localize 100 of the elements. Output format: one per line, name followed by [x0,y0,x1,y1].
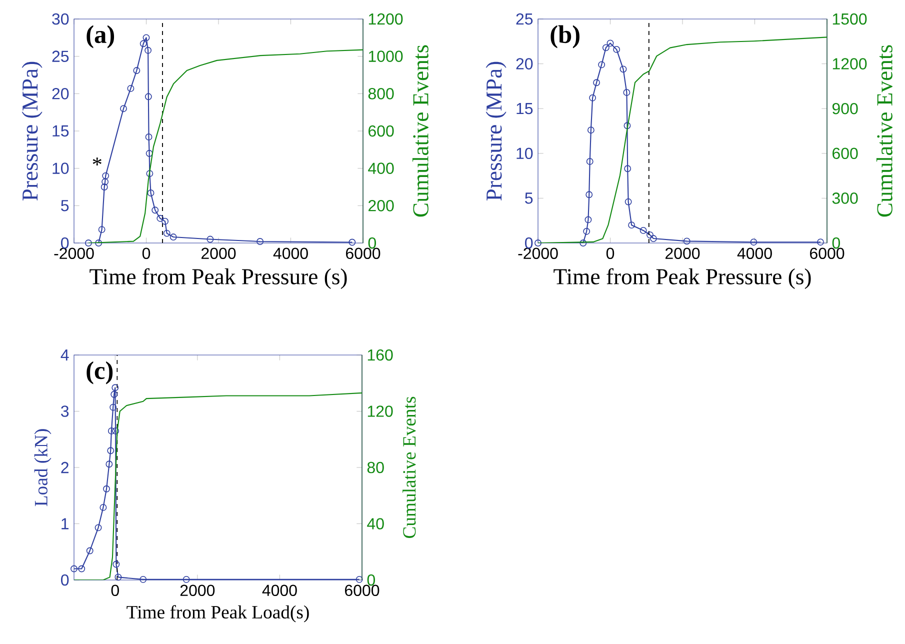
point [95,240,102,246]
point [147,190,154,196]
x-tick-label: -2000 [518,248,558,260]
x-tick-label: 0 [111,584,119,596]
point [84,240,92,246]
x-tick-label: 6000 [345,584,380,596]
y2-tick-label: 40 [367,518,384,530]
y-axis-title: Pressure (MPa) [22,62,42,201]
y2-tick-label: 80 [367,462,384,474]
y2-tick-label: 1200 [368,13,403,25]
y-tick-label: 15 [516,103,533,114]
point [110,404,117,411]
y2-axis-title: Cumulative Events [412,45,428,217]
point [70,565,78,572]
point [127,84,134,92]
point [170,234,177,240]
x-tick-label: 4000 [273,248,308,260]
point [817,238,824,246]
y2-tick-label: 900 [832,102,858,114]
y-tick-label: 4 [60,350,69,361]
point [683,238,690,245]
y-axis-title: Load (kN) [34,429,52,506]
y2-tick-label: 600 [832,148,858,160]
point [78,565,86,572]
y2-tick-label: 1500 [832,13,867,25]
y2-tick-label: 0 [368,237,376,249]
y-tick-label: 5 [61,200,69,212]
point [589,94,596,102]
point [583,228,590,235]
y2-tick-label: 120 [368,406,393,417]
y2-tick-label: 600 [368,125,394,137]
point [98,226,106,234]
point [142,34,150,42]
annotation: * [92,158,102,166]
point [624,122,631,130]
point [602,44,610,52]
point [102,178,109,186]
y2-axis-title: Cumulative Events [876,45,892,217]
y-tick-label: 1 [62,518,69,530]
y2-tick-label: 800 [368,88,394,100]
point [586,158,594,165]
point [584,216,592,224]
y-tick-label: 0 [525,237,533,249]
y2-tick-label: 1000 [368,50,403,62]
y-tick-label: 20 [52,88,69,100]
point [152,206,159,214]
point [750,238,758,246]
point [112,560,120,568]
point [162,218,169,225]
chart-title: (c) [86,361,113,384]
y-tick-label: 30 [52,13,69,25]
x-tick-label: 2000 [180,584,215,596]
point [86,547,94,554]
point [613,46,620,53]
y-tick-label: 20 [516,58,533,70]
x-tick-label: 6000 [810,248,844,260]
point [534,240,542,246]
x-tick-label: 4000 [262,584,297,596]
y-tick-label: 0 [61,237,69,249]
y-tick-label: 25 [52,50,69,62]
point [100,504,107,511]
point [146,150,153,157]
chart-title: (a) [86,25,114,48]
y-tick-label: 5 [525,192,533,204]
point [356,576,363,583]
point [206,236,214,243]
point [120,105,127,112]
point [624,198,632,206]
point [145,134,152,140]
point [110,390,118,398]
point [100,184,108,190]
x-tick-label: 6000 [346,248,380,260]
point [112,427,120,434]
chart-title: (b) [550,25,580,48]
x-tick-label: 0 [142,248,150,260]
point [646,231,654,238]
point [587,126,594,134]
point [182,576,190,583]
y2-tick-label: 200 [368,200,394,212]
point [586,191,593,198]
point [94,524,102,532]
point [598,61,606,68]
y2-tick-label: 160 [368,349,393,361]
point [140,576,147,583]
y-tick-label: 0 [61,574,69,586]
x-axis-title: Time from Peak Pressure (s) [90,268,347,289]
y2-tick-label: 0 [832,237,840,249]
point [146,170,154,178]
point [623,89,630,96]
y-tick-label: 2 [61,462,68,474]
x-tick-label: 4000 [737,248,772,260]
point [144,46,152,54]
point [102,172,110,180]
point [103,485,110,492]
point [593,79,600,86]
y-tick-label: 25 [516,13,533,25]
point [620,66,627,73]
y2-tick-label: 400 [368,162,394,174]
y-axis-title: Pressure (MPa) [486,62,506,201]
y2-axis-title: Cumulative Events [402,396,416,538]
